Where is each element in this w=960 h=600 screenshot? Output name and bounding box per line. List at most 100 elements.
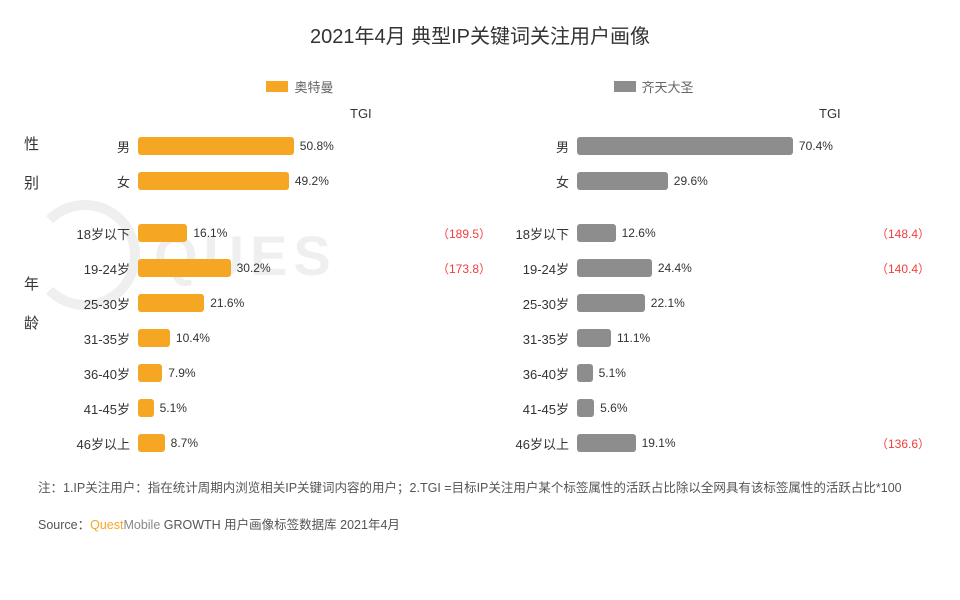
bar-value: 5.1% (599, 366, 626, 380)
bar-value: 19.1% (642, 436, 676, 450)
bar-value: 70.4% (799, 139, 833, 153)
bar (138, 399, 154, 417)
category-label: 19-24岁 (64, 259, 138, 278)
bar-value: 29.6% (674, 174, 708, 188)
bar (577, 434, 636, 452)
category-label: 25-30岁 (64, 294, 138, 313)
bar-row: 女 29.6% (503, 167, 930, 195)
bar-row: 18岁以下 12.6% （148.4） (503, 219, 930, 247)
bar-value: 8.7% (171, 436, 198, 450)
source-suffix: GROWTH 用户画像标签数据库 2021年4月 (160, 518, 400, 532)
bar-area: 12.6% (577, 224, 860, 242)
category-label: 31-35岁 (64, 329, 138, 348)
bar-value: 50.8% (300, 139, 334, 153)
bar (577, 259, 652, 277)
bar (577, 399, 594, 417)
tgi-header-left: TGI (350, 106, 372, 121)
bar-value: 16.1% (193, 226, 227, 240)
chart-title: 2021年4月 典型IP关键词关注用户画像 (0, 0, 960, 49)
source-brand2: Mobile (123, 518, 160, 532)
category-label: 36-40岁 (503, 364, 577, 383)
legend-label-left: 奥特曼 (294, 77, 333, 96)
source-prefix: Source： (38, 518, 90, 532)
category-label: 男 (503, 137, 577, 156)
bar-area: 30.2% (138, 259, 421, 277)
bar-row: 46岁以上 19.1% （136.6） (503, 429, 930, 457)
category-label: 女 (503, 172, 577, 191)
bar-row: 18岁以下 16.1% （189.5） (64, 219, 491, 247)
bar-area: 21.6% (138, 294, 421, 312)
bar-value: 11.1% (617, 331, 650, 345)
tgi-value: （173.8） (421, 260, 491, 277)
bar-row: 25-30岁 21.6% (64, 289, 491, 317)
bar (138, 259, 231, 277)
charts-container: TGI 性别 年龄 男50.8%女49.2%18岁以下16.1%（189.5）1… (0, 106, 960, 464)
bar (577, 294, 645, 312)
bar-area: 49.2% (138, 172, 421, 190)
category-label: 46岁以上 (64, 434, 138, 453)
bar-row: 19-24岁 24.4% （140.4） (503, 254, 930, 282)
source-line: Source：QuestMobile GROWTH 用户画像标签数据库 2021… (0, 498, 960, 533)
category-label: 19-24岁 (503, 259, 577, 278)
tgi-header-right: TGI (819, 106, 841, 121)
category-label: 46岁以上 (503, 434, 577, 453)
footnote: 注：1.IP关注用户：指在统计周期内浏览相关IP关键词内容的用户；2.TGI =… (0, 464, 960, 498)
bar (138, 364, 162, 382)
bar (138, 329, 170, 347)
bar-area: 22.1% (577, 294, 860, 312)
legend-swatch-left (266, 81, 288, 92)
bar-area: 24.4% (577, 259, 860, 277)
bar (577, 364, 593, 382)
bar-area: 5.1% (577, 364, 860, 382)
category-label: 18岁以下 (503, 224, 577, 243)
category-label: 36-40岁 (64, 364, 138, 383)
legend-label-right: 齐天大圣 (642, 77, 694, 96)
bar-area: 8.7% (138, 434, 421, 452)
bar-row: 36-40岁7.9% (64, 359, 491, 387)
bar (577, 224, 616, 242)
bar-value: 24.4% (658, 261, 692, 275)
bar-value: 21.6% (210, 296, 244, 310)
legend-item-right: 齐天大圣 (614, 77, 694, 96)
chart-right: TGI 男 70.4% 女 29.6% 18岁以下 12.6% （148.4） 19-24岁 2… (491, 106, 930, 464)
bar-area: 7.9% (138, 364, 421, 382)
bar-row: 男 70.4% (503, 132, 930, 160)
bar-area: 70.4% (577, 137, 860, 155)
chart-left: TGI 性别 年龄 男50.8%女49.2%18岁以下16.1%（189.5）1… (30, 106, 491, 464)
bar-area: 19.1% (577, 434, 860, 452)
tgi-value: （140.4） (860, 260, 930, 277)
legend: 奥特曼 齐天大圣 (0, 77, 960, 96)
bar (138, 294, 204, 312)
tgi-value: （189.5） (421, 225, 491, 242)
bar-row: 31-35岁 10.4% (64, 324, 491, 352)
tgi-value: （148.4） (860, 225, 930, 242)
bar-area: 29.6% (577, 172, 860, 190)
bar-value: 10.4% (176, 331, 210, 345)
category-label: 41-45岁 (64, 399, 138, 418)
bar-row: 25-30岁 22.1% (503, 289, 930, 317)
category-label: 18岁以下 (64, 224, 138, 243)
bar-value: 5.1% (160, 401, 187, 415)
bar-row: 36-40岁 5.1% (503, 359, 930, 387)
group-label-age: 年龄 (20, 276, 41, 354)
bar (138, 224, 187, 242)
category-label: 25-30岁 (503, 294, 577, 313)
bar-row: 19-24岁30.2%（173.8） (64, 254, 491, 282)
bar-row: 31-35岁 11.1% (503, 324, 930, 352)
bar-row: 41-45岁 5.6% (503, 394, 930, 422)
category-label: 31-35岁 (503, 329, 577, 348)
legend-item-left: 奥特曼 (266, 77, 333, 96)
bar-value: 22.1% (651, 296, 685, 310)
bar-area: 5.6% (577, 399, 860, 417)
bar-row: 46岁以上 8.7% (64, 429, 491, 457)
bar-row: 41-45岁 5.1% (64, 394, 491, 422)
bar (577, 137, 793, 155)
bar-value: 12.6% (622, 226, 656, 240)
bar-area: 16.1% (138, 224, 421, 242)
bar (577, 172, 668, 190)
bar-value: 5.6% (600, 401, 627, 415)
category-label: 41-45岁 (503, 399, 577, 418)
bar (577, 329, 611, 347)
tgi-value: （136.6） (860, 435, 930, 452)
source-brand1: Quest (90, 518, 123, 532)
